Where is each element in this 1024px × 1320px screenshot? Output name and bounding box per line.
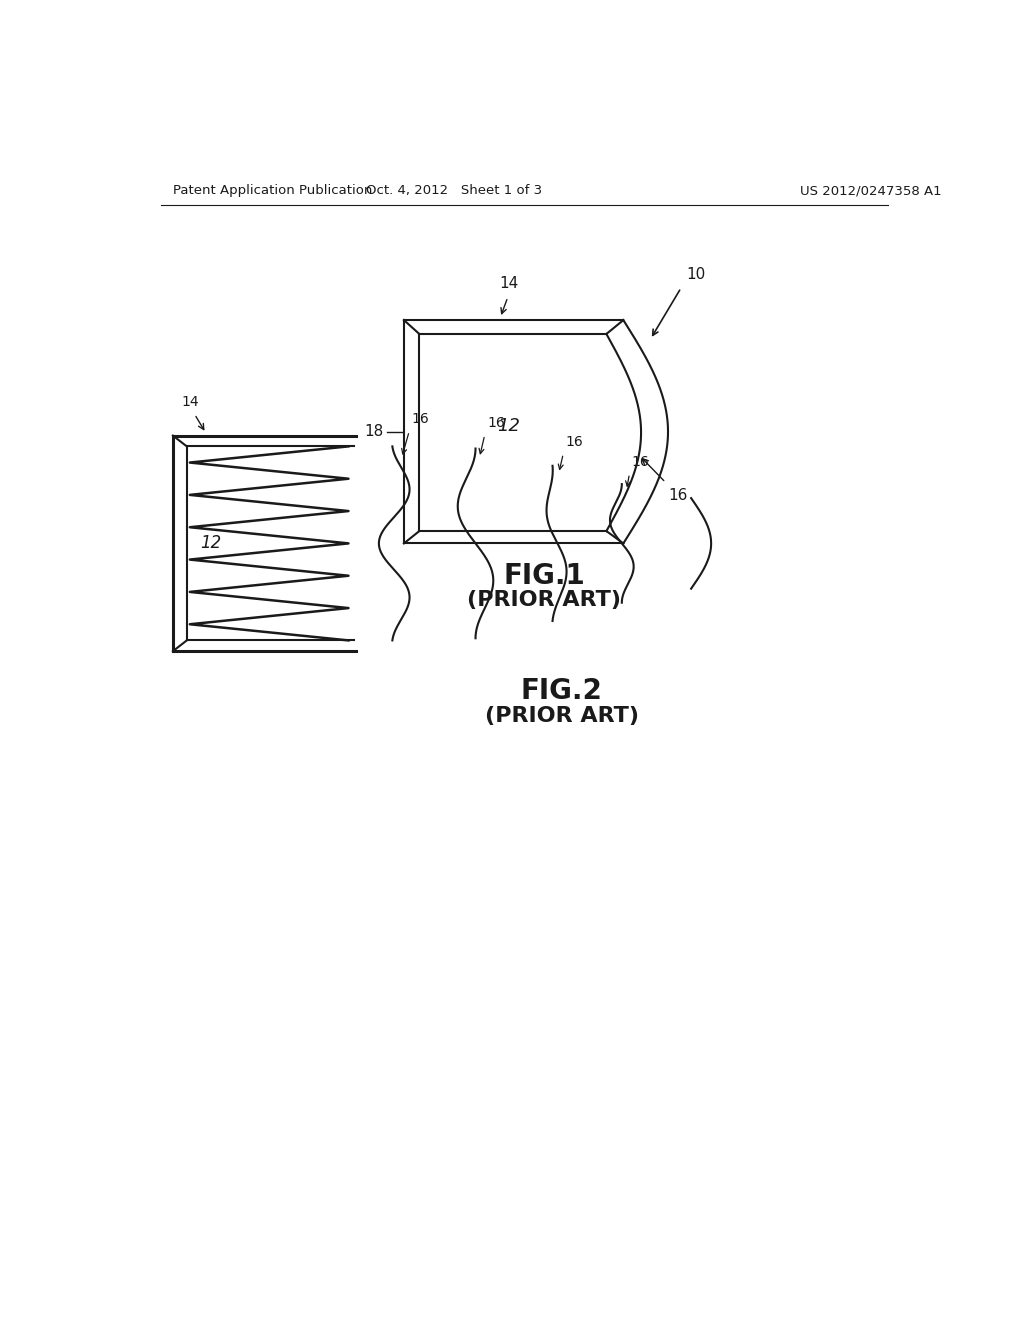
Text: 16: 16 <box>487 416 505 430</box>
Text: (PRIOR ART): (PRIOR ART) <box>467 590 622 610</box>
Text: 18: 18 <box>365 424 384 440</box>
Text: 16: 16 <box>632 455 649 470</box>
Text: 16: 16 <box>565 434 584 449</box>
Text: 12: 12 <box>201 535 222 552</box>
Text: Patent Application Publication: Patent Application Publication <box>173 185 373 197</box>
Text: FIG.1: FIG.1 <box>504 562 586 590</box>
Text: Oct. 4, 2012   Sheet 1 of 3: Oct. 4, 2012 Sheet 1 of 3 <box>366 185 542 197</box>
Text: 14: 14 <box>182 395 200 409</box>
Text: 12: 12 <box>498 417 520 436</box>
Text: FIG.2: FIG.2 <box>521 677 603 705</box>
Text: US 2012/0247358 A1: US 2012/0247358 A1 <box>801 185 942 197</box>
Text: 10: 10 <box>686 267 706 281</box>
Text: 14: 14 <box>500 276 519 290</box>
Text: 16: 16 <box>412 412 429 426</box>
Text: (PRIOR ART): (PRIOR ART) <box>484 706 639 726</box>
Text: 16: 16 <box>668 488 687 503</box>
